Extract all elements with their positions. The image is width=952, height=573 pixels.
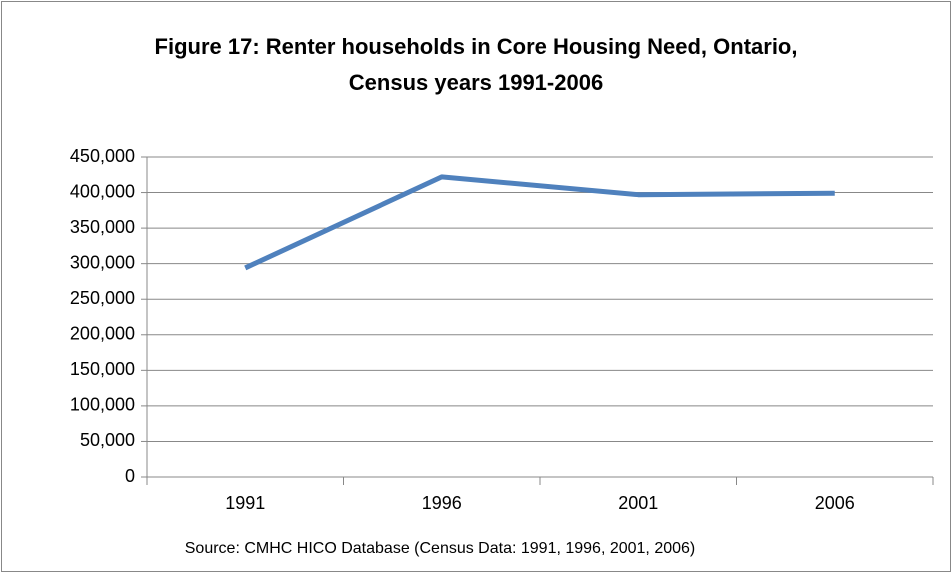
y-tick-label: 450,000	[70, 146, 135, 166]
chart-title: Census years 1991-2006	[349, 70, 603, 95]
x-tick-label: 2006	[815, 493, 855, 513]
y-tick-label: 300,000	[70, 252, 135, 272]
y-tick-label: 150,000	[70, 359, 135, 379]
x-tick-label: 2001	[618, 493, 658, 513]
y-tick-label: 350,000	[70, 217, 135, 237]
chart-title: Figure 17: Renter households in Core Hou…	[155, 34, 798, 59]
x-tick-label: 1996	[422, 493, 462, 513]
y-tick-label: 50,000	[80, 430, 135, 450]
source-note: Source: CMHC HICO Database (Census Data:…	[185, 540, 696, 557]
y-tick-label: 0	[125, 466, 135, 486]
y-tick-label: 250,000	[70, 288, 135, 308]
y-tick-label: 400,000	[70, 181, 135, 201]
y-tick-label: 100,000	[70, 395, 135, 415]
data-line	[244, 174, 835, 271]
x-tick-label: 1991	[225, 493, 265, 513]
y-tick-label: 200,000	[70, 324, 135, 344]
